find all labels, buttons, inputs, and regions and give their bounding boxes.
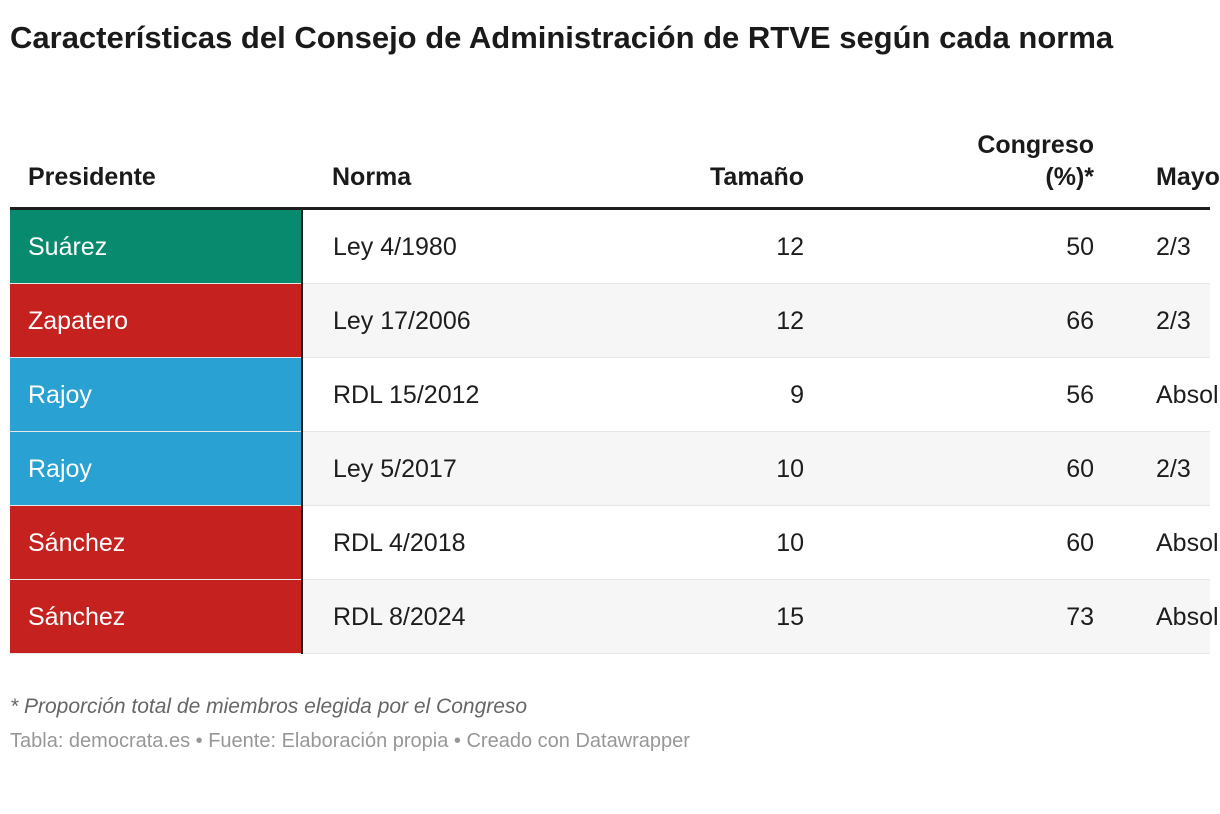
table-row: Suárez Ley 4/1980 12 50 2/3 — [10, 208, 1210, 284]
cell-tamano: 9 — [628, 357, 820, 432]
table-row: Zapatero Ley 17/2006 12 66 2/3 — [10, 283, 1210, 358]
cell-congreso_pct: 60 — [820, 431, 1110, 506]
cell-norma: Ley 5/2017 — [302, 431, 628, 506]
column-header-congreso: Congreso (%)* — [820, 106, 1110, 210]
cell-mayorias: 2/3 — [1110, 431, 1210, 506]
column-header-label: Norma — [332, 163, 412, 191]
cell-mayorias: Absoluta — [1110, 505, 1220, 580]
column-header-mayorias: Mayorías — [1110, 106, 1220, 210]
cell-norma: RDL 4/2018 — [302, 505, 628, 580]
cell-mayorias: 2/3 — [1110, 283, 1210, 358]
column-header-label: Tamaño — [710, 163, 804, 191]
page-title: Características del Consejo de Administr… — [10, 20, 1114, 55]
cell-presidente: Zapatero — [10, 283, 303, 358]
cell-tamano: 15 — [628, 579, 820, 654]
cell-congreso_pct: 66 — [820, 283, 1110, 358]
cell-congreso_pct: 50 — [820, 208, 1110, 284]
cell-presidente: Sánchez — [10, 505, 303, 580]
source-line: Tabla: democrata.es • Fuente: Elaboració… — [10, 730, 690, 752]
footnote: * Proporción total de miembros elegida p… — [10, 695, 528, 718]
cell-congreso_pct: 56 — [820, 357, 1110, 432]
column-header-tamano: Tamaño — [628, 106, 820, 210]
column-header-presidente: Presidente — [10, 106, 302, 210]
cell-presidente: Suárez — [10, 208, 303, 284]
cell-norma: Ley 17/2006 — [302, 283, 628, 358]
column-header-label: Presidente — [28, 163, 156, 191]
cell-tamano: 12 — [628, 208, 820, 284]
cell-presidente: Rajoy — [10, 357, 303, 432]
cell-norma: RDL 15/2012 — [302, 357, 628, 432]
cell-mayorias: Absoluta — [1110, 357, 1220, 432]
cell-presidente: Rajoy — [10, 431, 303, 506]
table-row: Rajoy Ley 5/2017 10 60 2/3 — [10, 431, 1210, 506]
cell-tamano: 10 — [628, 505, 820, 580]
cell-presidente: Sánchez — [10, 579, 303, 654]
cell-mayorias: Absoluta — [1110, 579, 1220, 654]
cell-mayorias: 2/3 — [1110, 208, 1210, 284]
cell-norma: Ley 4/1980 — [302, 208, 628, 284]
table-header-row: Presidente Norma Tamaño Congreso (%)* Ma… — [10, 106, 1220, 210]
table-body: Suárez Ley 4/1980 12 50 2/3 Zapatero Ley 17/20… — [10, 208, 1220, 654]
table-header: Presidente Norma Tamaño Congreso (%)* Ma… — [10, 106, 1220, 210]
column-header-norma: Norma — [302, 106, 628, 210]
cell-norma: RDL 8/2024 — [302, 579, 628, 654]
data-table: Presidente Norma Tamaño Congreso (%)* Ma… — [10, 106, 1220, 654]
cell-congreso_pct: 73 — [820, 579, 1110, 654]
column-header-label: Congreso (%)* — [977, 131, 1094, 191]
cell-tamano: 12 — [628, 283, 820, 358]
cell-congreso_pct: 60 — [820, 505, 1110, 580]
chart-container: Características del Consejo de Administr… — [10, 20, 1220, 752]
cell-tamano: 10 — [628, 431, 820, 506]
column-header-label: Mayorías — [1156, 163, 1220, 191]
